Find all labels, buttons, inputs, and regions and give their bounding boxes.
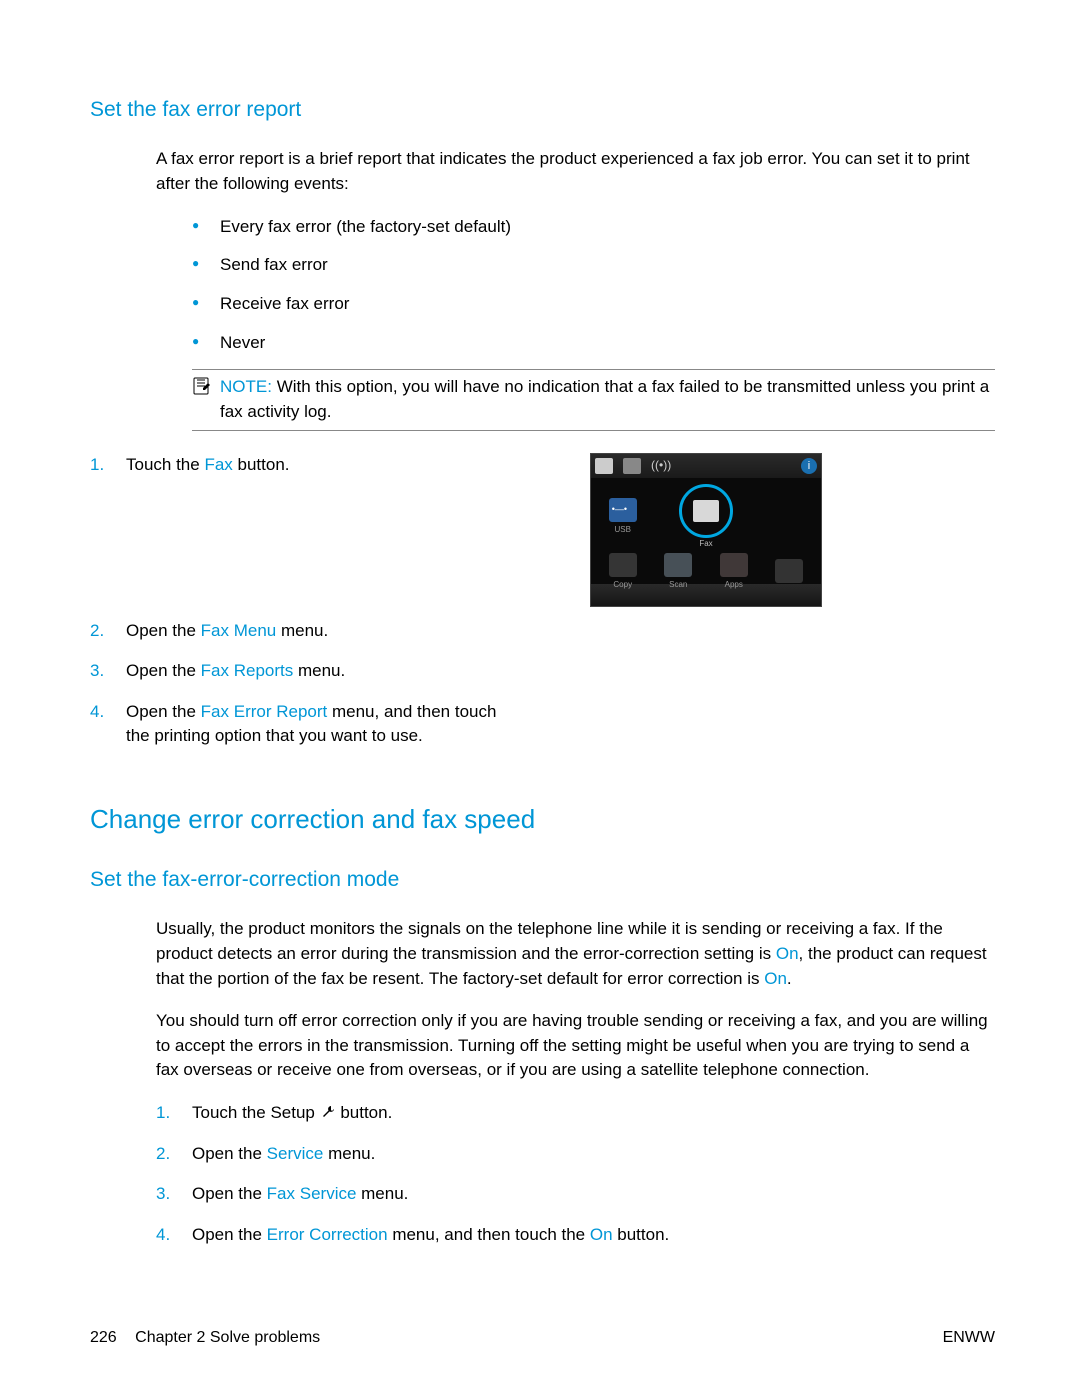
note-label: NOTE:	[220, 377, 272, 396]
printer-panel-screenshot: ((•)) i USB Fax Copy Scan	[590, 453, 822, 607]
step-1-block: 1. Touch the Fax button. ((•)) i USB Fax	[90, 453, 995, 607]
step-text-post: button.	[336, 1103, 393, 1122]
step-number: 3.	[90, 659, 126, 684]
intro-paragraph: A fax error report is a brief report tha…	[156, 147, 995, 196]
fax-icon-highlight	[679, 484, 733, 538]
ui-ref-fax-error-report: Fax Error Report	[201, 702, 328, 721]
footer-right: ENWW	[943, 1326, 995, 1349]
fax-label: Fax	[699, 538, 712, 550]
step-text-post: menu.	[323, 1144, 375, 1163]
step-2-row: 2. Open the Service menu.	[156, 1142, 995, 1167]
step-text: Open the Fax Error Report menu, and then…	[126, 700, 510, 749]
step-number: 1.	[90, 453, 126, 478]
usb-icon	[609, 498, 637, 522]
info-icon: i	[801, 458, 817, 474]
ui-ref-fax-menu: Fax Menu	[201, 621, 277, 640]
copy-label: Copy	[613, 579, 632, 591]
note-icon	[192, 376, 212, 396]
step-text-pre: Open the	[192, 1144, 267, 1163]
step-3-row: 3. Open the Fax Service menu.	[156, 1182, 995, 1207]
usb-label: USB	[615, 524, 631, 536]
step-text: Open the Fax Menu menu.	[126, 619, 995, 644]
scan-icon	[664, 553, 692, 577]
step-text-pre: Touch the Setup	[192, 1103, 320, 1122]
ui-ref-fax: Fax	[204, 455, 232, 474]
step-text: Touch the Fax button.	[126, 453, 470, 478]
section-subheading-fax-error-correction: Set the fax-error-correction mode	[90, 865, 995, 895]
body-paragraph: You should turn off error correction onl…	[156, 1009, 995, 1083]
step-number: 2.	[156, 1142, 192, 1167]
list-item: Never	[192, 331, 995, 356]
step-number: 4.	[156, 1223, 192, 1248]
step-number: 3.	[156, 1182, 192, 1207]
bullet-list: Every fax error (the factory-set default…	[192, 215, 995, 356]
step-text-pre: Open the	[126, 702, 201, 721]
ui-ref-on: On	[764, 969, 787, 988]
ui-ref-error-correction: Error Correction	[267, 1225, 388, 1244]
step-text: Open the Service menu.	[192, 1142, 995, 1167]
step-text-pre: Open the	[126, 661, 201, 680]
step-text: Open the Fax Reports menu.	[126, 659, 995, 684]
doc-icon	[595, 458, 613, 474]
ui-ref-service: Service	[267, 1144, 324, 1163]
list-item: Every fax error (the factory-set default…	[192, 215, 995, 240]
step-text-post: menu.	[276, 621, 328, 640]
note-text: With this option, you will have no indic…	[220, 377, 989, 421]
section-heading-fax-error-report: Set the fax error report	[90, 95, 995, 125]
page-footer: 226 Chapter 2 Solve problems ENWW	[90, 1326, 995, 1349]
wrench-icon	[320, 1104, 336, 1120]
step-text: Open the Error Correction menu, and then…	[192, 1223, 995, 1248]
apps-label: Apps	[725, 579, 743, 591]
step-text: Touch the Setup button.	[192, 1101, 995, 1126]
step-text: Open the Fax Service menu.	[192, 1182, 995, 1207]
step-text-pre: Open the	[126, 621, 201, 640]
note-callout: NOTE: With this option, you will have no…	[192, 369, 995, 430]
step-text-post: menu.	[293, 661, 345, 680]
chapter-title: Chapter 2 Solve problems	[135, 1329, 320, 1346]
step-2-row: 2. Open the Fax Menu menu.	[90, 619, 995, 644]
body-paragraph: Usually, the product monitors the signal…	[156, 917, 995, 991]
step-1-row: 1. Touch the Setup button.	[156, 1101, 995, 1126]
ui-ref-on: On	[776, 944, 799, 963]
apps-icon	[720, 553, 748, 577]
wifi-icon: ((•))	[651, 457, 671, 474]
step-number: 1.	[156, 1101, 192, 1126]
para-text: .	[787, 969, 792, 988]
step-text-mid: menu, and then touch the	[388, 1225, 590, 1244]
ui-ref-fax-service: Fax Service	[267, 1184, 357, 1203]
step-text-post: button.	[233, 455, 290, 474]
ui-ref-on: On	[590, 1225, 613, 1244]
step-4-row: 4. Open the Fax Error Report menu, and t…	[90, 700, 510, 749]
step-4-row: 4. Open the Error Correction menu, and t…	[156, 1223, 995, 1248]
step-text-post: button.	[613, 1225, 670, 1244]
copy-icon	[609, 553, 637, 577]
step-3-row: 3. Open the Fax Reports menu.	[90, 659, 995, 684]
step-text-pre: Open the	[192, 1184, 267, 1203]
step-text-pre: Touch the	[126, 455, 204, 474]
ui-ref-fax-reports: Fax Reports	[201, 661, 294, 680]
scan-label: Scan	[669, 579, 687, 591]
step-number: 4.	[90, 700, 126, 725]
gear-icon	[623, 458, 641, 474]
list-item: Send fax error	[192, 253, 995, 278]
page-number: 226	[90, 1329, 117, 1346]
step-text-pre: Open the	[192, 1225, 267, 1244]
list-item: Receive fax error	[192, 292, 995, 317]
arrow-icon	[775, 559, 803, 583]
step-number: 2.	[90, 619, 126, 644]
step-text-post: menu.	[356, 1184, 408, 1203]
section-heading-change-error-correction: Change error correction and fax speed	[90, 801, 995, 839]
